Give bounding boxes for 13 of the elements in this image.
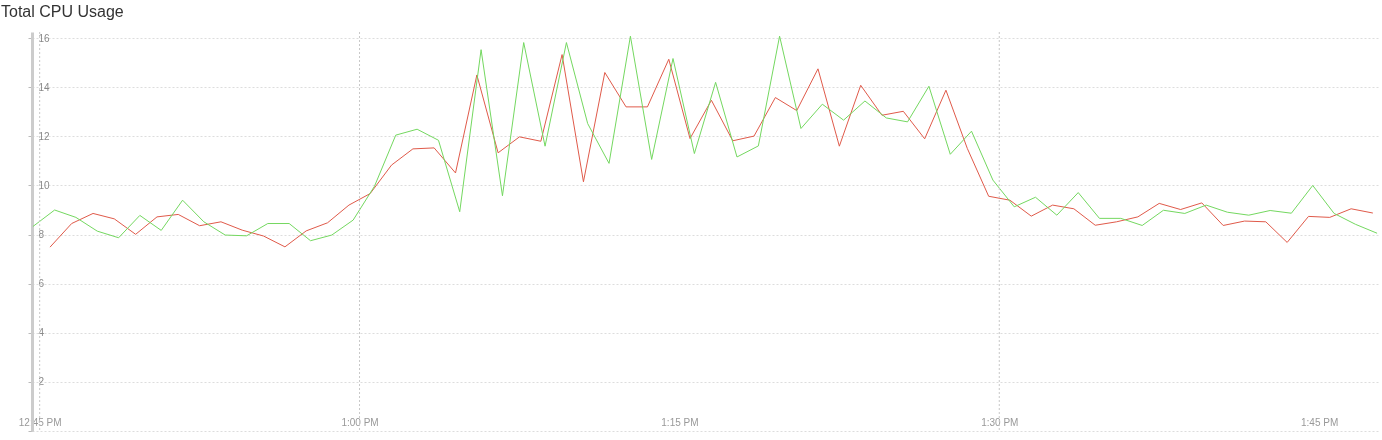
x-tick-label: 1:45 PM: [1301, 416, 1339, 428]
y-tick-label: 6: [38, 278, 45, 290]
y-tick-label: 4: [38, 327, 45, 339]
y-tick-label: 2: [38, 376, 45, 388]
x-tick-label: 1:30 PM: [981, 416, 1019, 428]
y-tick-label: 10: [38, 179, 51, 191]
x-tick-label: 1:00 PM: [341, 416, 379, 428]
y-tick-label: 16: [38, 32, 51, 44]
x-tick-label: 1:15 PM: [661, 416, 699, 428]
chart-title: Total CPU Usage: [1, 2, 124, 20]
y-tick-label: 14: [38, 81, 51, 93]
y-tick-label: 8: [38, 229, 45, 241]
y-tick-label: 12: [38, 130, 51, 142]
